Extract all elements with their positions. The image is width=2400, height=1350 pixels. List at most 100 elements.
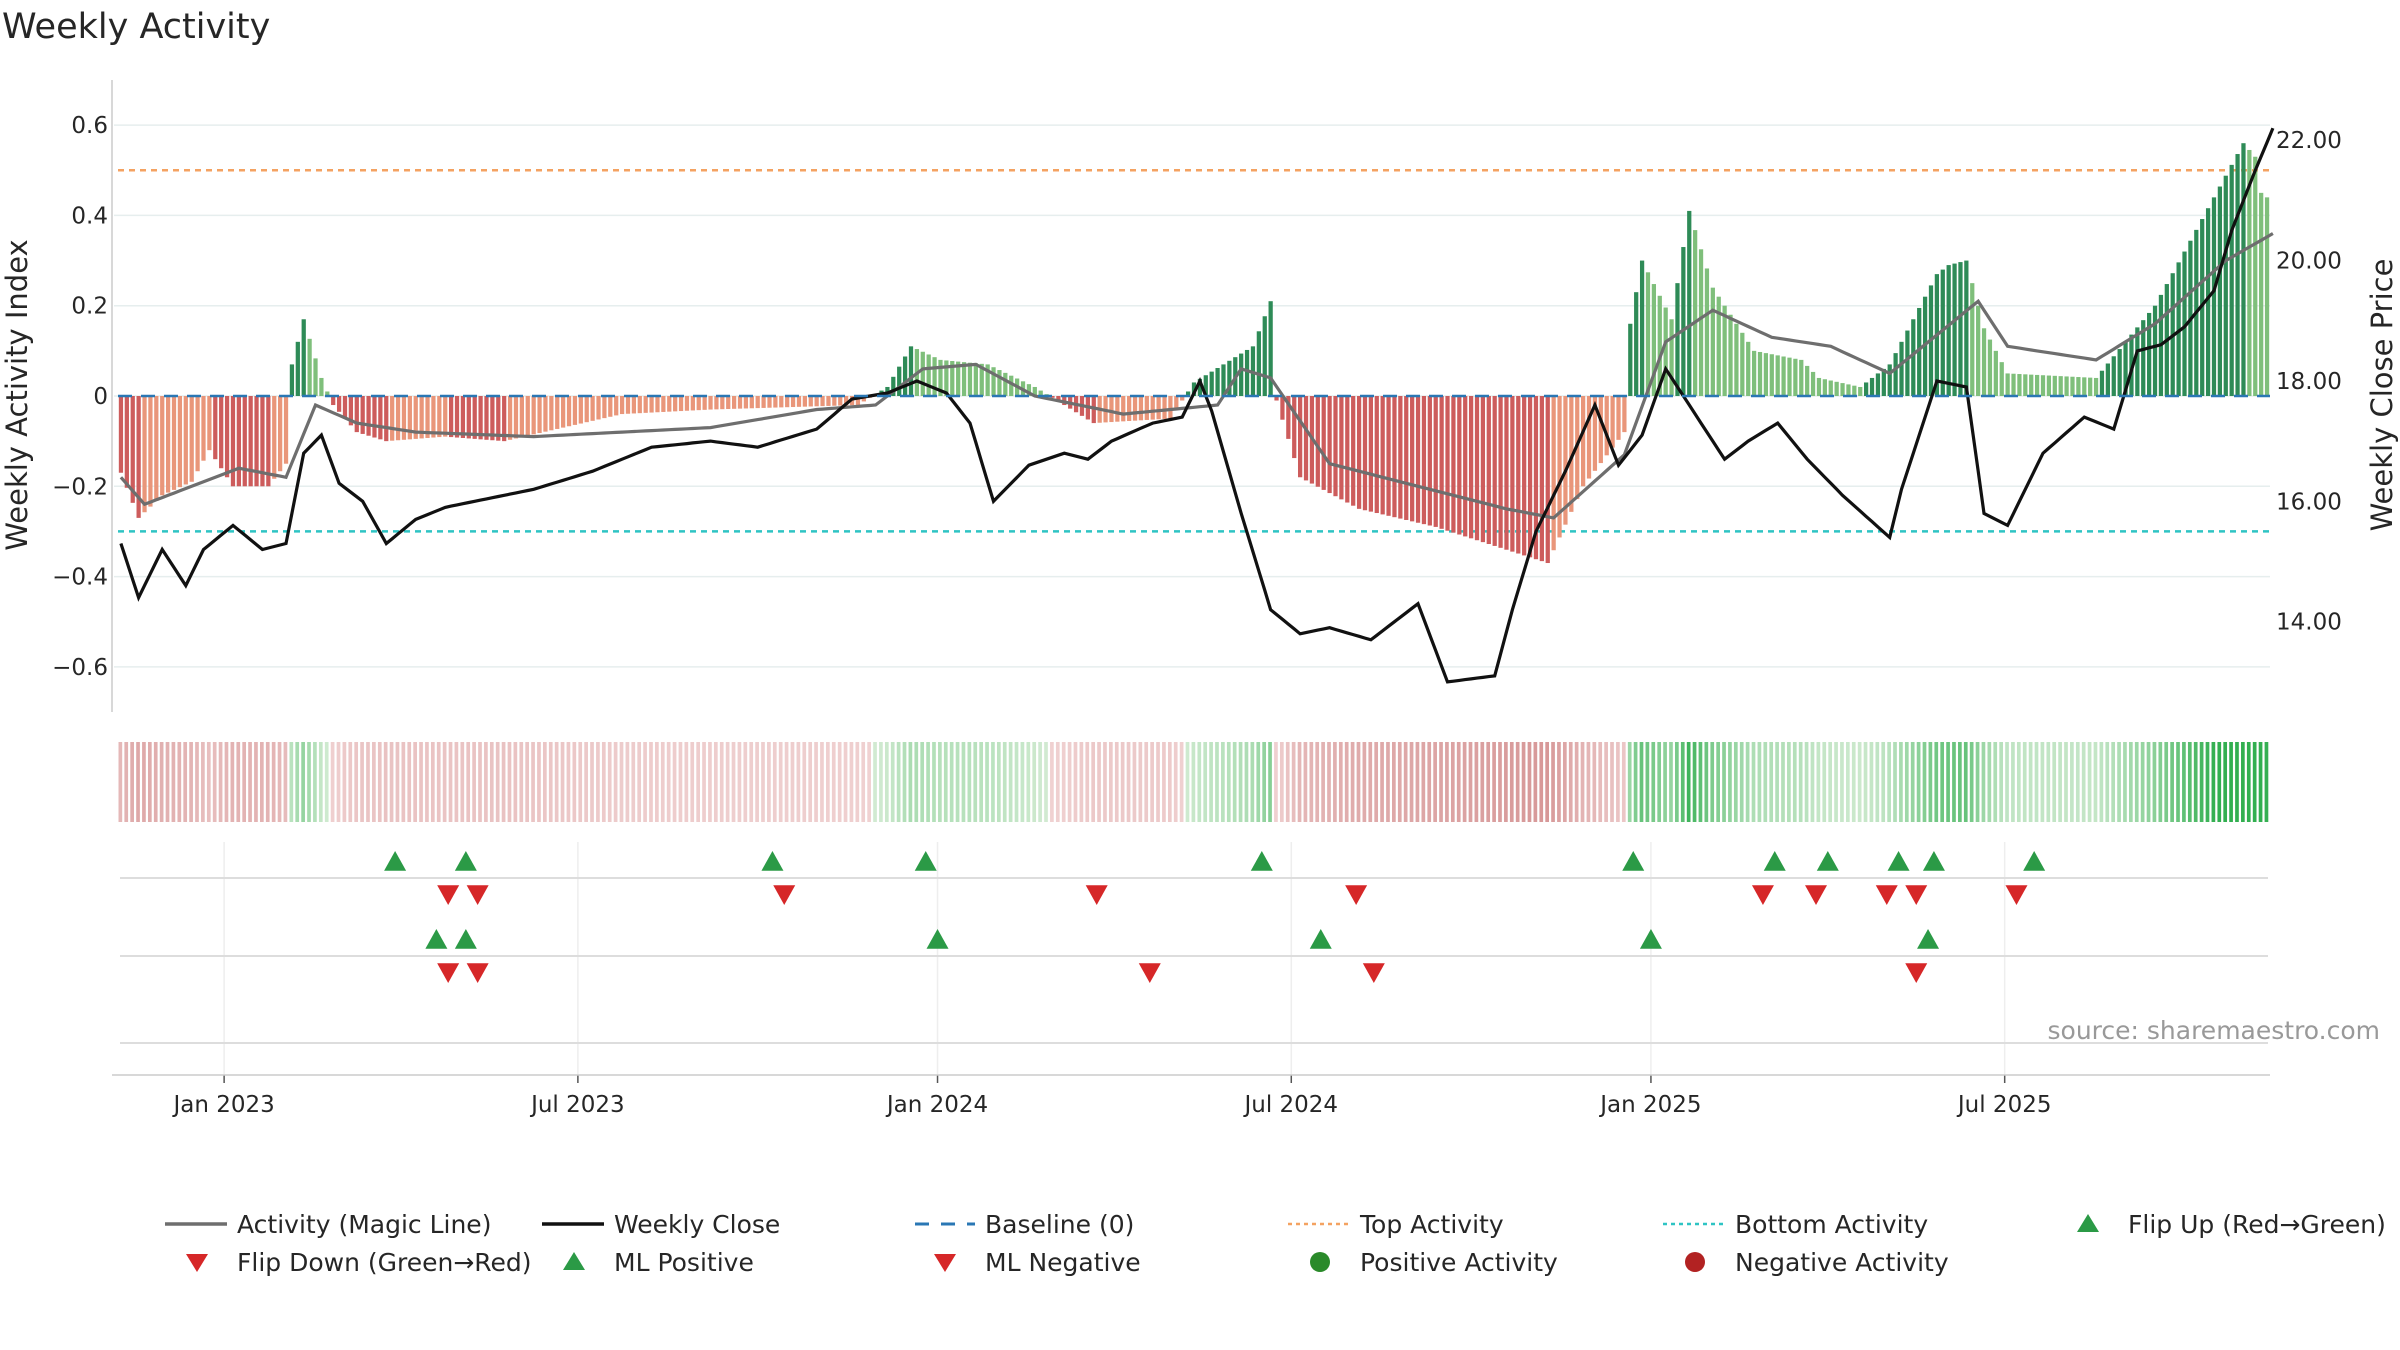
heat-strip-cell: [1527, 742, 1532, 822]
activity-bar: [932, 357, 937, 396]
activity-bar: [1504, 396, 1509, 550]
activity-bar: [1451, 396, 1456, 533]
legend-label: ML Negative: [985, 1248, 1141, 1277]
activity-bar: [973, 363, 978, 396]
heat-strip-cell: [1551, 742, 1555, 822]
heat-strip-cell: [283, 742, 288, 822]
heat-strip-cell: [277, 742, 282, 822]
heat-strip-cell: [1804, 742, 1809, 822]
heat-strip-cell: [2093, 742, 2098, 822]
activity-bar: [1551, 396, 1556, 551]
y2-tick-label: 22.00: [2276, 128, 2342, 154]
activity-bar: [342, 396, 348, 419]
heat-strip-cell: [784, 742, 789, 822]
activity-bar: [814, 396, 819, 407]
heat-strip-cell: [2011, 742, 2015, 822]
heat-strip-cell: [938, 742, 942, 822]
activity-bar: [177, 396, 183, 488]
heat-strip-cell: [1975, 742, 1980, 822]
activity-bar: [1716, 296, 1721, 396]
heat-strip-cell: [1350, 742, 1355, 822]
activity-bar: [926, 354, 931, 396]
heat-strip-cell: [1592, 742, 1597, 822]
activity-bar: [307, 338, 312, 396]
activity-bar: [1433, 396, 1438, 527]
activity-bar: [419, 396, 424, 439]
activity-bar: [1298, 396, 1303, 478]
legend-swatch: [1685, 1252, 1705, 1272]
y-tick-label: −0.2: [52, 474, 108, 500]
activity-bar: [1527, 396, 1533, 558]
heat-strip-cell: [985, 742, 989, 822]
heat-strip-cell: [2052, 742, 2057, 822]
heat-strip-cell: [1221, 742, 1225, 822]
heat-strip-cell: [708, 742, 712, 822]
y-tick-label: 0: [93, 384, 108, 410]
activity-bar: [1522, 396, 1527, 556]
activity-bar: [289, 364, 295, 396]
activity-bar: [1162, 396, 1167, 419]
activity-bar: [283, 396, 289, 464]
heat-strip-cell: [401, 742, 406, 822]
legend-entry: Bottom Activity: [1663, 1210, 1928, 1239]
heat-strip-cell: [1533, 742, 1538, 822]
activity-bar: [1292, 396, 1297, 459]
heat-strip-cell: [1085, 742, 1090, 822]
activity-bar: [278, 396, 283, 472]
heat-strip-cell: [749, 742, 754, 822]
heat-strip-cell: [2176, 742, 2180, 822]
activity-bar: [1362, 396, 1368, 511]
heat-strip-cell: [1091, 742, 1096, 822]
ml-negative-marker: [1905, 963, 1928, 983]
flip-down-marker: [773, 885, 796, 905]
legend-entry: Negative Activity: [1685, 1248, 1949, 1277]
chart-title: Weekly Activity: [2, 7, 270, 47]
heat-strip-cell: [896, 742, 901, 822]
activity-bar: [431, 396, 436, 438]
y2-axis-label: Weekly Close Price: [2365, 259, 2399, 532]
activity-bar: [991, 367, 996, 396]
heat-strip-cell: [478, 742, 482, 822]
activity-bar: [2235, 154, 2240, 396]
heat-strip-cell: [1574, 742, 1579, 822]
heat-strip-cell: [1162, 742, 1166, 822]
activity-bar: [2023, 374, 2028, 396]
heat-strip-cell: [566, 742, 571, 822]
activity-bar: [1639, 260, 1645, 396]
heat-strip-cell: [1486, 742, 1491, 822]
heat-strip-cell: [1044, 742, 1048, 822]
heat-strip-cell: [2034, 742, 2039, 822]
x-tick-label: Jan 2025: [1598, 1092, 1701, 1118]
heat-strip-cell: [1515, 742, 1520, 822]
heat-strip-cell: [1403, 742, 1408, 822]
heat-strip-cell: [2258, 742, 2263, 822]
flip-up-marker: [914, 851, 937, 871]
heat-strip-cell: [1763, 742, 1768, 822]
activity-bar: [773, 396, 778, 408]
heat-strip-cell: [419, 742, 423, 822]
activity-bar: [1374, 396, 1379, 514]
heat-strip-cell: [159, 742, 164, 822]
heat-strip-cell: [849, 742, 854, 822]
heat-strip-cell: [1268, 742, 1272, 822]
activity-bar: [1003, 372, 1008, 396]
heat-strip-cell: [2075, 742, 2080, 822]
activity-bar: [1875, 373, 1881, 396]
heat-strip-cell: [1851, 742, 1856, 822]
activity-bar: [1256, 331, 1261, 396]
heat-strip-cell: [348, 742, 353, 822]
heat-strip-cell: [260, 742, 264, 822]
activity-bar: [207, 396, 212, 451]
heat-strip-cell: [1504, 742, 1508, 822]
heat-strip-cell: [1492, 742, 1496, 822]
activity-bar: [1404, 396, 1409, 520]
x-tick-label: Jul 2023: [529, 1092, 625, 1118]
activity-bar: [1864, 382, 1869, 396]
activity-bar: [790, 396, 796, 408]
heat-strip-cell: [1427, 742, 1432, 822]
heat-strip-cell: [336, 742, 341, 822]
activity-bar: [2052, 375, 2057, 396]
heat-strip-cell: [1710, 742, 1715, 822]
activity-bar: [767, 396, 772, 408]
